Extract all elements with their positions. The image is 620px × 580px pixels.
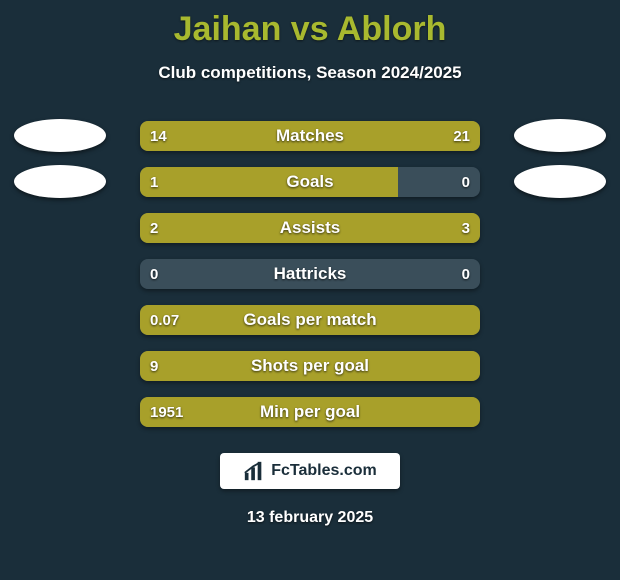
- stat-label: Matches: [140, 121, 480, 151]
- stat-row: 10Goals: [0, 159, 620, 205]
- stats-rows: 1421Matches 10Goals 23Assists 00Hattricks 0.…: [0, 113, 620, 435]
- stat-label: Assists: [140, 213, 480, 243]
- player-left-avatar: [14, 119, 106, 152]
- stat-row: 00Hattricks: [0, 251, 620, 297]
- stat-row: 0.07Goals per match: [0, 297, 620, 343]
- comparison-card: Jaihan vs Ablorh Club competitions, Seas…: [0, 0, 620, 580]
- stat-bar: 1421Matches: [140, 121, 480, 151]
- stat-bar: 23Assists: [140, 213, 480, 243]
- stat-bar: 9Shots per goal: [140, 351, 480, 381]
- stat-row: 23Assists: [0, 205, 620, 251]
- player-right-avatar: [514, 119, 606, 152]
- page-title: Jaihan vs Ablorh: [0, 10, 620, 49]
- stat-label: Min per goal: [140, 397, 480, 427]
- stat-label: Hattricks: [140, 259, 480, 289]
- stat-row: 9Shots per goal: [0, 343, 620, 389]
- stat-label: Goals: [140, 167, 480, 197]
- stat-row: 1951Min per goal: [0, 389, 620, 435]
- player-right-avatar: [514, 165, 606, 198]
- subtitle: Club competitions, Season 2024/2025: [0, 63, 620, 83]
- stat-bar: 1951Min per goal: [140, 397, 480, 427]
- player-left-avatar: [14, 165, 106, 198]
- stat-label: Goals per match: [140, 305, 480, 335]
- stat-row: 1421Matches: [0, 113, 620, 159]
- brand-text: FcTables.com: [271, 462, 377, 480]
- stat-bar: 00Hattricks: [140, 259, 480, 289]
- stat-bar: 0.07Goals per match: [140, 305, 480, 335]
- stat-bar: 10Goals: [140, 167, 480, 197]
- footer-date: 13 february 2025: [0, 509, 620, 527]
- stat-label: Shots per goal: [140, 351, 480, 381]
- brand-logo[interactable]: FcTables.com: [220, 453, 400, 489]
- bar-chart-icon: [243, 460, 265, 482]
